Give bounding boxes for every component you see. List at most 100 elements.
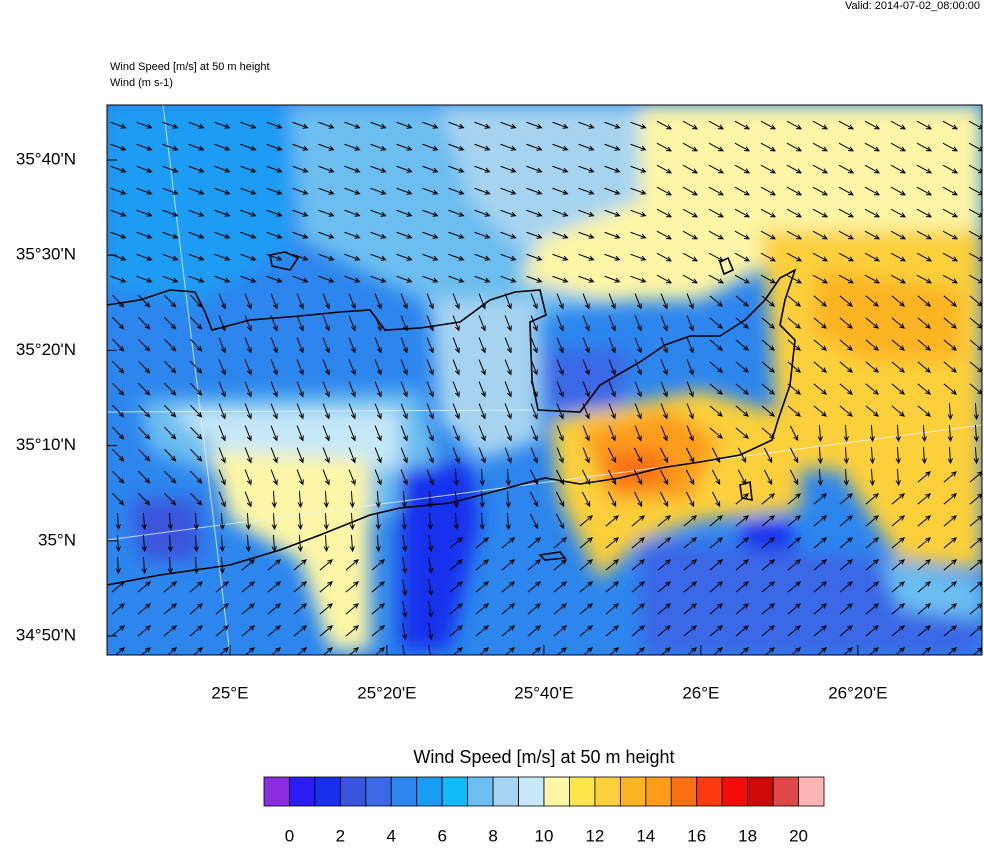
wind-arrow [162,275,179,283]
wind-arrow [839,559,853,571]
wind-arrow [686,337,694,354]
wind-arrow [138,316,151,330]
wind-arrow [789,447,799,464]
wind-arrow [322,337,330,354]
wind-arrow [137,625,151,637]
wind-arrow [422,275,439,283]
wind-arrow [917,361,931,373]
wind-arrow [218,403,226,420]
wind-arrow [270,447,278,464]
wind-arrow [864,252,881,262]
wind-arrow [370,165,387,173]
wind-arrow [188,187,205,195]
wind-arrow [734,164,751,174]
wind-arrow [686,381,694,398]
wind-arrow [162,121,179,129]
wind-arrow [891,603,905,615]
wind-arrow [891,317,905,329]
wind-arrow [241,581,255,593]
wind-arrow [527,537,541,549]
wind-arrow [787,581,801,593]
wind-arrow [943,471,957,483]
wind-arrow [787,405,801,417]
wind-arrow [709,603,723,615]
wind-arrow [943,383,957,395]
wind-arrow [761,515,775,527]
wind-arrow [479,490,485,509]
wind-arrow [973,424,979,443]
colorbar-box [670,776,698,807]
wind-arrow [240,121,257,129]
wind-arrow [452,447,460,464]
wind-arrow [787,559,801,571]
wind-arrow [942,120,959,130]
wind-arrow [374,293,382,310]
wind-arrow [813,339,827,351]
valid-time: Valid: 2014-07-02_08:00:00 [845,0,980,12]
wind-arrow [344,253,361,261]
wind-arrow [813,625,827,637]
wind-arrow [505,490,511,509]
wind-arrows [110,120,982,655]
wind-arrow [656,164,673,174]
wind-arrow [685,491,695,508]
wind-arrow [244,425,252,442]
wind-arrow [322,315,330,332]
wind-arrow [917,493,931,505]
wind-arrow [631,559,645,571]
wind-arrow [917,603,931,615]
wind-arrow [760,274,777,284]
wind-arrow [501,625,515,637]
wind-arrow [500,143,517,151]
wind-arrow [190,470,203,484]
wind-arrow [218,491,226,508]
wind-arrow [969,537,982,549]
wind-arrow [188,209,205,217]
wind-arrow [478,381,486,398]
wind-arrow [112,470,125,484]
wind-arrow [475,581,489,593]
wind-arrow [110,143,127,151]
wind-arrow [838,186,855,196]
wind-arrow [526,209,543,217]
wind-arrow [660,425,668,442]
wind-arrow [244,315,252,332]
wind-arrow [348,359,356,376]
wind-arrow [426,337,434,354]
wind-arrow [190,360,203,374]
wind-arrow [112,294,125,308]
wind-arrow [789,425,799,442]
wind-arrow [657,581,671,593]
wind-arrow [188,275,205,283]
wind-arrow [448,121,465,129]
wind-arrow [322,403,330,420]
wind-arrow [422,187,439,195]
wind-arrow [812,186,829,196]
wind-arrow [474,165,491,173]
colorbar-box [492,776,519,807]
wind-arrow [375,490,381,509]
wind-arrow [634,647,645,655]
wind-arrow [555,513,565,530]
wind-arrow [266,187,283,195]
wind-arrow [402,601,408,619]
wind-arrow [188,143,205,151]
wind-arrow [943,603,957,615]
wind-arrow [110,165,127,173]
wind-arrow [297,512,303,531]
wind-arrow [708,142,725,152]
wind-arrow [969,295,982,307]
wind-arrow [240,143,257,151]
wind-arrow [969,559,982,571]
wind-arrow [140,647,151,655]
wind-arrow [607,469,617,486]
wind-arrow [869,424,875,443]
wind-arrow [428,535,434,553]
wind-arrow [396,231,413,239]
wind-arrow [428,645,431,655]
wind-arrow [709,581,723,593]
wind-arrow [348,403,356,420]
wind-arrow [708,164,725,174]
wind-arrow [608,359,616,376]
wind-arrow [634,381,642,398]
